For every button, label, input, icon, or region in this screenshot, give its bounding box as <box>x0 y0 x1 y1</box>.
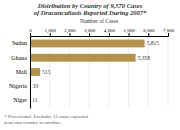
x-tick: 2,000 <box>64 28 76 37</box>
data-label: 5,358 <box>138 55 151 61</box>
bar <box>30 40 145 48</box>
x-tick-mark <box>148 33 149 36</box>
y-tick: Sudan <box>12 40 30 46</box>
y-tick: Niger <box>13 97 30 103</box>
plot: 5,815 5,358 515 33 11 0 1,000 2,000 3,000 4,000 5,… <box>9 28 175 109</box>
title: Distribution by Country of 9,570 Cases <box>37 2 143 9</box>
data-label: 515 <box>42 69 51 75</box>
x-tick-label: 4,000 <box>104 28 116 34</box>
y-tick-label: Sudan <box>12 40 27 46</box>
x-tick: 6,000 <box>143 28 155 37</box>
x-axis-title: Number of Cases <box>80 18 118 24</box>
y-tick-label: Mali <box>16 69 28 75</box>
x-tick: 4,000 <box>104 28 116 37</box>
x-tick-label: 2,000 <box>64 28 76 34</box>
y-axis-line <box>30 37 31 109</box>
grid-line <box>148 36 149 108</box>
footnote: * Provisional. Excludes 15 cases reporte… <box>4 114 89 119</box>
x-tick-label: 7,000 <box>163 28 175 34</box>
bar <box>30 54 136 62</box>
bar <box>30 68 40 76</box>
data-labels: 5,815 5,358 515 33 11 <box>32 40 159 103</box>
x-tick-mark <box>109 33 110 36</box>
grid-line <box>168 36 169 108</box>
x-tick-mark <box>50 33 51 36</box>
x-tick-mark <box>168 33 169 36</box>
x-axis-line <box>31 33 169 37</box>
x-tick-label: 0 <box>29 28 32 33</box>
y-tick-label: Nigeria <box>9 83 27 89</box>
x-tick: 0 <box>29 28 32 37</box>
data-label: 5,815 <box>147 40 160 46</box>
x-tick-label: 5,000 <box>123 28 135 34</box>
x-tick: 7,000 <box>163 28 175 37</box>
y-axis: Sudan Ghana Mali Nigeria Niger <box>9 37 31 109</box>
x-tick-label: 1,000 <box>45 28 57 34</box>
grid <box>30 36 168 108</box>
grid-line <box>30 36 31 108</box>
y-tick-label: Niger <box>13 97 27 103</box>
x-tick-label: 3,000 <box>84 28 96 34</box>
x-tick: 5,000 <box>123 28 135 37</box>
x-tick: 1,000 <box>45 28 57 37</box>
x-tick-mark <box>129 33 130 36</box>
x-axis: 0 1,000 2,000 3,000 4,000 5,000 6,000 7,000 <box>29 28 174 37</box>
y-tick-label: Ghana <box>11 55 27 61</box>
y-tick: Nigeria <box>9 83 30 89</box>
subtitle: of Dracunculiasis Reported During 2007* <box>34 9 147 16</box>
bars <box>30 40 145 105</box>
footnote: from one country to another. <box>4 120 61 125</box>
data-label: 33 <box>33 83 39 89</box>
chart: Distribution by Country of 9,570 Casesof… <box>0 0 180 130</box>
x-tick-label: 6,000 <box>143 28 155 34</box>
x-tick-mark <box>30 33 31 36</box>
x-tick-mark <box>89 33 90 36</box>
y-tick: Ghana <box>11 55 30 61</box>
y-tick: Mali <box>16 69 30 75</box>
x-tick: 3,000 <box>84 28 96 37</box>
x-tick-mark <box>69 33 70 36</box>
data-label: 11 <box>32 97 38 103</box>
